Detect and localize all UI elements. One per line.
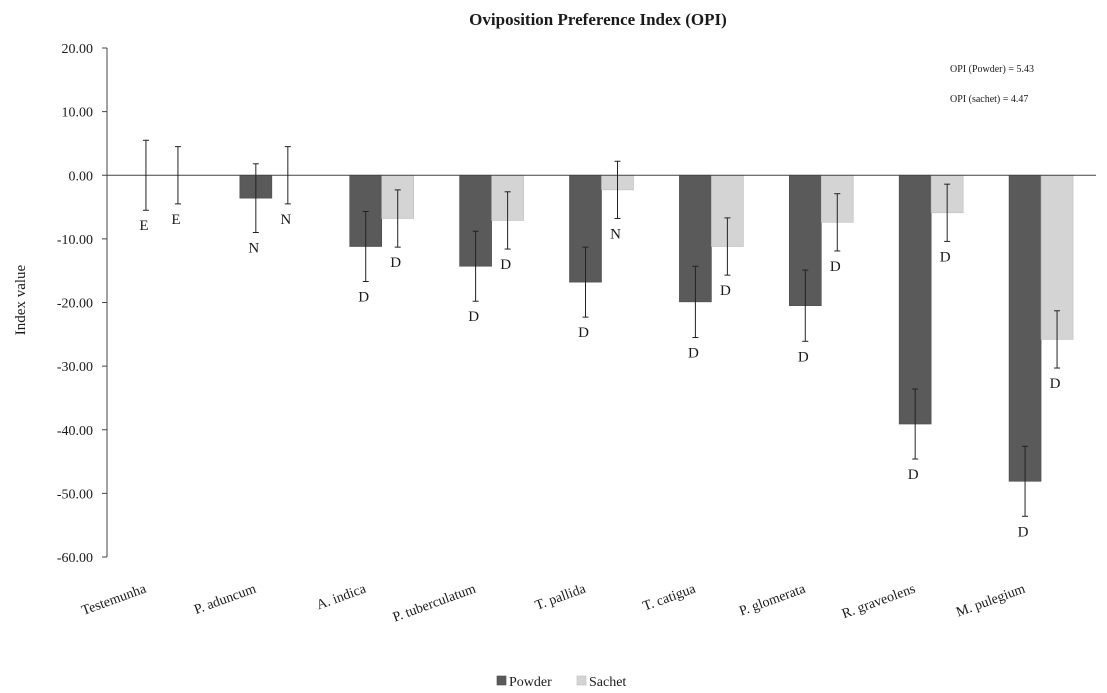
bar-powder	[1008, 174, 1042, 482]
y-tick-label: 0.00	[69, 169, 94, 184]
x-tick-label: P. aduncum	[192, 582, 258, 618]
significance-label: D	[688, 345, 699, 361]
x-tick-label: R. graveolens	[840, 582, 917, 622]
y-tick-label: -40.00	[57, 424, 93, 439]
x-tick-label: T. catigua	[641, 581, 698, 614]
significance-label: D	[940, 249, 951, 265]
legend-swatch-powder	[496, 675, 507, 686]
significance-labels: E E N N D D D D D N D D D D D D D D	[139, 212, 1060, 540]
x-tick-label: Testemunha	[80, 581, 149, 618]
significance-label: D	[358, 290, 369, 306]
legend-label-powder: Powder	[509, 675, 552, 690]
significance-label: E	[171, 212, 180, 228]
bars	[239, 174, 1074, 482]
y-tick-label: -20.00	[57, 297, 93, 312]
y-tick-label: 20.00	[62, 42, 94, 57]
y-tick-label: -60.00	[57, 551, 93, 566]
significance-label: D	[390, 255, 401, 271]
significance-label: D	[578, 325, 589, 341]
significance-label: D	[908, 467, 919, 483]
legend: Powder Sachet	[496, 675, 626, 690]
significance-label: D	[830, 259, 841, 275]
y-tick-label: 10.00	[62, 106, 94, 121]
significance-label: D	[1018, 524, 1029, 540]
x-axis-labels: Testemunha P. aduncum A. indica P. tubercul…	[80, 581, 1028, 625]
significance-label: D	[720, 283, 731, 299]
annotations: OPI (Powder) = 5.43 OPI (sachet) = 4.47	[950, 64, 1034, 105]
significance-label: D	[798, 349, 809, 365]
significance-label: D	[500, 257, 511, 273]
x-tick-label: A. indica	[315, 581, 369, 613]
error-bars	[142, 139, 1061, 517]
y-tick-label: -30.00	[57, 360, 93, 375]
significance-label: D	[1050, 376, 1061, 392]
chart-title: Oviposition Preference Index (OPI)	[469, 10, 727, 29]
y-axis-label: Index value	[13, 264, 29, 335]
significance-label: D	[468, 309, 479, 325]
significance-label: E	[139, 218, 148, 234]
legend-swatch-sachet	[576, 675, 587, 686]
x-tick-label: P. tuberculatum	[391, 582, 478, 626]
y-tick-label: -10.00	[57, 233, 93, 248]
bar-powder	[898, 174, 932, 425]
significance-label: N	[248, 241, 259, 257]
legend-label-sachet: Sachet	[589, 675, 626, 690]
x-tick-label: M. pulegium	[954, 582, 1027, 621]
x-tick-label: T. pallida	[533, 581, 588, 613]
opi-annotation: OPI (sachet) = 4.47	[950, 94, 1028, 105]
y-tick-label: -50.00	[57, 487, 93, 502]
opi-annotation: OPI (Powder) = 5.43	[950, 64, 1034, 75]
y-axis-ticks: 20.00 10.00 0.00 -10.00 -20.00 -30.00 -40.00 -5…	[57, 42, 107, 566]
significance-label: N	[610, 227, 621, 243]
significance-label: N	[280, 212, 291, 228]
x-tick-label: P. glomerata	[737, 581, 808, 619]
